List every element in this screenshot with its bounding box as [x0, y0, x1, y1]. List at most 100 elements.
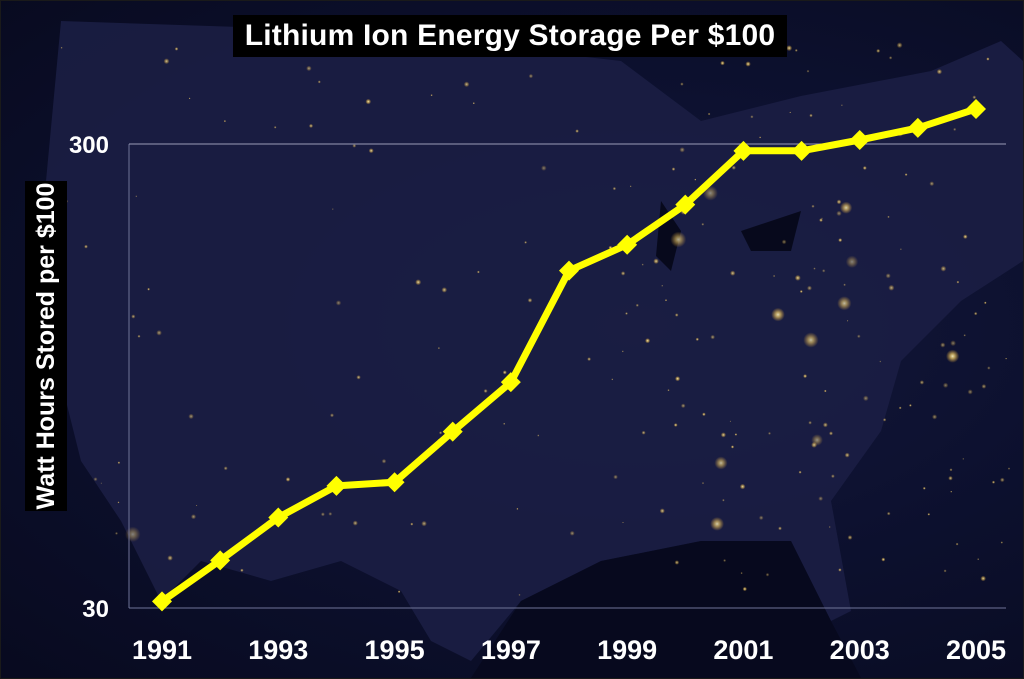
y-axis-label-box [25, 181, 67, 511]
data-point [791, 140, 812, 161]
x-tick-label: 2005 [946, 635, 1006, 665]
city-light [441, 287, 448, 293]
city-light [330, 413, 334, 418]
city-light [620, 271, 626, 276]
city-light [622, 521, 624, 524]
data-point [268, 507, 289, 528]
city-light [125, 526, 141, 542]
city-light [794, 48, 798, 52]
city-light [909, 404, 912, 407]
great-lakes [656, 201, 801, 271]
city-light [786, 45, 793, 52]
chart-title: Lithium Ion Energy Storage Per $100 [233, 15, 787, 57]
city-light [335, 300, 342, 306]
city-light [285, 477, 291, 482]
city-light [919, 380, 925, 385]
city-light [137, 334, 141, 338]
x-tick-label: 2003 [830, 635, 890, 665]
city-light [723, 559, 727, 562]
city-light [674, 560, 680, 565]
city-light [822, 269, 826, 273]
x-tick-label: 1997 [481, 635, 541, 665]
city-light [223, 466, 228, 471]
city-light [844, 452, 850, 458]
city-light [527, 298, 533, 303]
x-tick-label: 1993 [248, 635, 308, 665]
plot-layer: 30 300 1991 1993 1995 1997 1999 2001 2003 2005 [69, 98, 1006, 665]
city-light [879, 360, 882, 363]
city-light [1005, 357, 1007, 360]
city-light [730, 445, 735, 449]
city-light [188, 97, 191, 100]
city-light [537, 434, 540, 437]
city-light [516, 507, 519, 510]
city-light [806, 69, 810, 73]
city-light [695, 337, 699, 341]
city-light [707, 112, 711, 116]
city-light [528, 73, 534, 79]
city-light [846, 320, 849, 322]
city-light [381, 458, 387, 464]
city-light [963, 334, 966, 337]
city-light [1000, 477, 1005, 483]
city-light [942, 382, 949, 388]
city-light [765, 572, 770, 577]
city-light [950, 340, 956, 347]
city-light [758, 515, 764, 521]
city-light [635, 303, 639, 307]
city-light [962, 457, 965, 460]
city-light [987, 366, 991, 370]
city-light [840, 201, 853, 214]
city-light [439, 431, 443, 435]
city-light [838, 238, 843, 243]
city-light [922, 486, 926, 490]
city-light [147, 287, 151, 291]
city-light [518, 593, 521, 597]
city-light [477, 270, 480, 274]
city-light [421, 520, 427, 527]
city-light [701, 482, 705, 485]
city-light [430, 94, 433, 97]
city-light [463, 81, 470, 88]
city-light [653, 258, 659, 265]
city-light [773, 274, 776, 278]
city-light [613, 474, 618, 480]
city-light [167, 555, 173, 561]
data-point [500, 372, 521, 393]
city-light [818, 496, 824, 501]
city-light [84, 244, 88, 249]
city-light [836, 210, 842, 217]
city-light [845, 255, 859, 268]
data-point [384, 472, 405, 493]
city-light [841, 104, 843, 107]
city-light [135, 195, 138, 198]
city-light [320, 512, 325, 517]
city-light [886, 511, 891, 516]
city-light [625, 312, 628, 315]
city-light [953, 127, 957, 131]
city-light [483, 389, 488, 393]
city-light [174, 47, 179, 51]
city-light [956, 280, 960, 284]
city-light [722, 498, 725, 502]
city-light [948, 475, 953, 481]
city-light [587, 357, 591, 361]
data-point [966, 98, 986, 119]
y-axis-label: Watt Hours Stored per $100 [32, 182, 60, 510]
city-light [927, 513, 931, 516]
city-light [611, 378, 614, 381]
city-light [771, 307, 785, 322]
city-light [803, 332, 819, 348]
city-light [664, 299, 668, 302]
city-light [524, 241, 527, 244]
city-light [974, 311, 978, 316]
city-light [352, 520, 358, 526]
city-light [671, 167, 676, 171]
city-light [940, 265, 947, 272]
city-light [803, 374, 808, 379]
city-light [821, 217, 823, 220]
city-light [621, 350, 624, 353]
city-light [940, 342, 946, 348]
city-light [838, 568, 842, 572]
city-light [710, 517, 724, 531]
